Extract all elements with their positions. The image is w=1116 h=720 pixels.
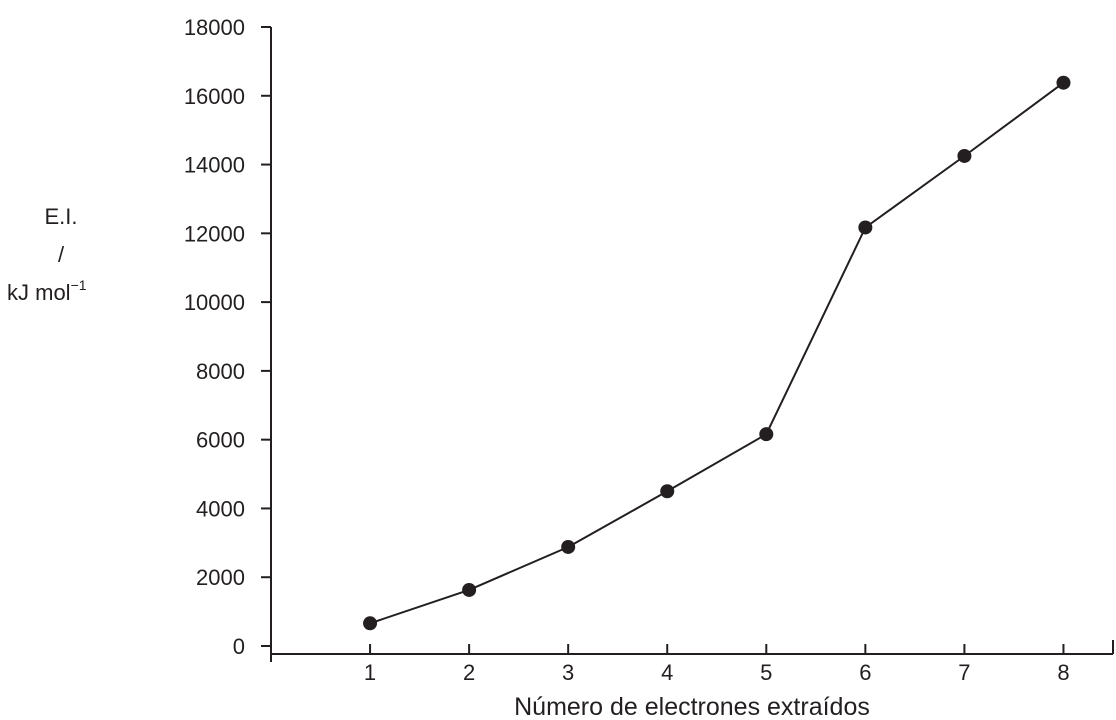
y-tick-label: 2000 bbox=[196, 565, 245, 590]
x-tick-label: 1 bbox=[364, 660, 376, 685]
x-tick-label: 5 bbox=[760, 660, 772, 685]
y-axis-unit: kJ mol bbox=[7, 280, 71, 305]
data-point bbox=[957, 148, 972, 163]
y-tick-label: 4000 bbox=[196, 496, 245, 521]
data-point bbox=[759, 427, 774, 442]
data-point bbox=[462, 582, 477, 597]
y-axis-label-line-2: / bbox=[58, 242, 65, 267]
y-axis-unit-exponent: −1 bbox=[71, 277, 87, 293]
x-axis-ticks: 1 2 3 4 5 6 7 8 bbox=[364, 644, 1070, 685]
y-tick-label: 12000 bbox=[184, 221, 245, 246]
axes bbox=[270, 27, 1114, 662]
y-axis-label-line-1: E.I. bbox=[44, 204, 77, 229]
y-tick-label: 6000 bbox=[196, 428, 245, 453]
data-point bbox=[660, 484, 675, 499]
x-axis-label: Número de electrones extraídos bbox=[514, 693, 870, 720]
y-tick-label: 8000 bbox=[196, 359, 245, 384]
data-point bbox=[1056, 75, 1071, 90]
x-tick-label: 8 bbox=[1057, 660, 1069, 685]
x-tick-label: 2 bbox=[463, 660, 475, 685]
y-tick-label: 0 bbox=[233, 634, 245, 659]
y-tick-label: 16000 bbox=[184, 84, 245, 109]
series-line bbox=[369, 81, 1065, 625]
data-point bbox=[858, 220, 873, 235]
y-tick-label: 10000 bbox=[184, 290, 245, 315]
data-series bbox=[363, 75, 1071, 631]
y-tick-label: 14000 bbox=[184, 153, 245, 178]
y-axis-label: E.I. / kJ mol−1 bbox=[7, 204, 87, 305]
y-axis-label-line-3: kJ mol−1 bbox=[7, 277, 87, 305]
x-tick-label: 4 bbox=[661, 660, 673, 685]
data-point bbox=[561, 539, 576, 554]
x-tick-label: 6 bbox=[859, 660, 871, 685]
data-point bbox=[363, 616, 378, 631]
y-tick-label: 18000 bbox=[184, 15, 245, 40]
x-tick-label: 3 bbox=[562, 660, 574, 685]
y-axis-ticks: 0 2000 4000 6000 8000 10000 12000 14000 16000 180… bbox=[184, 15, 271, 659]
x-tick-label: 7 bbox=[958, 660, 970, 685]
